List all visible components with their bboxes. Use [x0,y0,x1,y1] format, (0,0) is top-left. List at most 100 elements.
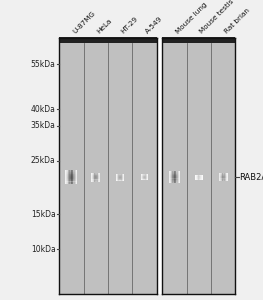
Bar [75,174,76,175]
Bar [69,173,70,174]
Text: A-549: A-549 [144,16,164,35]
Bar [145,179,146,180]
Bar [69,174,70,175]
Bar [121,176,122,177]
Bar [143,179,144,180]
Bar [123,174,124,175]
Bar [91,179,92,180]
Bar [66,178,67,179]
Bar [123,178,124,179]
Bar [223,180,224,181]
Bar [74,180,75,181]
Bar [118,174,119,175]
Bar [68,174,69,175]
Bar [219,180,220,181]
Bar [70,170,71,184]
Bar [67,178,68,179]
Bar [74,170,75,171]
Bar [227,177,228,178]
Bar [171,176,172,177]
Bar [172,179,173,180]
Bar [96,180,97,181]
Bar [224,179,225,180]
Bar [143,176,144,177]
Bar [98,180,99,181]
Bar [222,178,223,179]
Bar [123,176,124,177]
Bar [71,172,72,173]
Bar [172,180,173,181]
Bar [67,170,68,184]
Bar [172,171,173,183]
Bar [116,179,117,180]
Bar [222,173,223,174]
Bar [174,178,175,179]
Bar [225,179,226,180]
Bar [98,178,99,179]
Bar [123,174,124,175]
Bar [147,178,148,179]
Bar [145,179,146,180]
Bar [69,176,70,177]
Bar [70,172,71,173]
Bar [71,179,72,180]
Bar [224,173,225,182]
Bar [91,181,92,182]
Bar [178,172,179,173]
Bar [169,180,170,181]
Bar [147,175,148,180]
Bar [143,178,144,179]
Bar [73,179,74,180]
Bar [226,176,227,177]
Bar [220,173,221,174]
Bar [72,181,73,182]
Bar [69,178,70,179]
Bar [91,174,92,175]
Bar [220,180,221,181]
Bar [221,178,222,179]
Bar [98,181,99,182]
Bar [77,171,78,172]
Bar [219,173,220,174]
Bar [227,174,228,175]
Bar [73,176,74,177]
Bar [68,173,69,174]
Bar [122,174,123,175]
Bar [174,182,175,183]
Bar [179,180,180,181]
Bar [224,178,225,179]
Bar [69,178,70,179]
Bar [222,173,223,182]
Bar [175,176,176,177]
Bar [116,174,117,175]
Bar [119,176,120,177]
Bar [66,170,67,171]
Bar [66,177,67,178]
Bar [169,179,170,180]
Bar [77,178,78,179]
Bar [170,173,171,174]
Bar [97,173,98,174]
Bar [76,170,77,184]
Bar [143,177,144,178]
Bar [225,173,226,174]
Bar [223,178,224,179]
Bar [179,171,180,172]
Bar [179,171,180,172]
Bar [74,173,75,174]
Bar [172,173,173,174]
Bar [67,176,68,177]
Bar [70,173,71,174]
Bar [223,177,224,178]
Bar [172,178,173,179]
Bar [93,177,94,178]
Bar [179,178,180,179]
Bar [75,179,76,180]
Bar [146,178,147,179]
Bar [67,181,68,182]
Bar [179,171,180,183]
Bar [99,179,100,180]
Bar [178,171,179,172]
Bar [74,175,75,176]
Bar [122,176,123,177]
